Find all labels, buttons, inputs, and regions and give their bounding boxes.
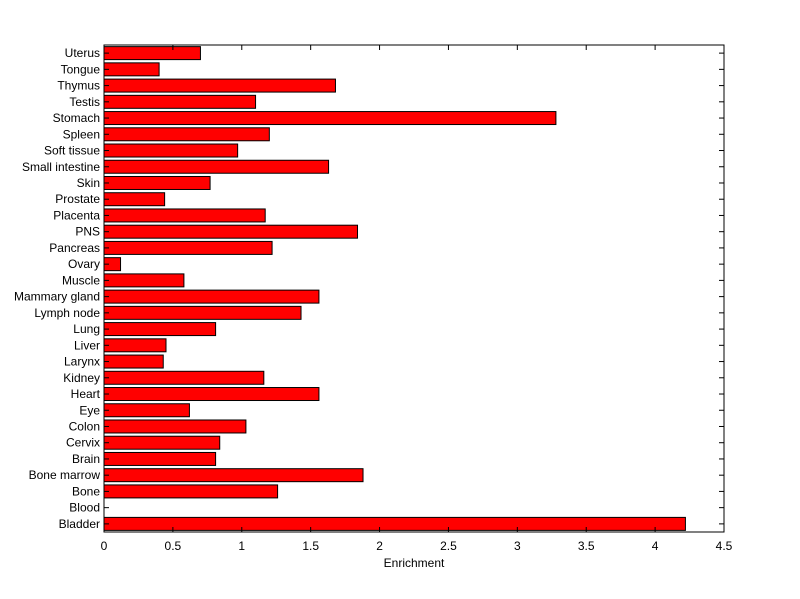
bar-bone-marrow: [103, 468, 364, 483]
bar-larynx: [103, 354, 164, 369]
bar-skin: [103, 175, 211, 190]
y-tick-label: Skin: [77, 176, 100, 190]
bar-muscle: [103, 273, 185, 288]
bar-placenta: [103, 208, 266, 223]
x-tick-label: 0: [101, 539, 108, 553]
x-tick-label: 4.5: [716, 539, 733, 553]
y-tick-label: Uterus: [65, 46, 100, 60]
y-tick-label: Ovary: [68, 257, 100, 271]
bar-prostate: [103, 192, 166, 207]
y-tick-label: Thymus: [57, 79, 100, 93]
y-tick-label: Soft tissue: [44, 144, 100, 158]
bar-bone: [103, 484, 279, 499]
x-tick-label: 2: [376, 539, 383, 553]
x-tick-label: 4: [652, 539, 659, 553]
y-tick-label: Larynx: [64, 355, 100, 369]
y-tick-label: Small intestine: [22, 160, 100, 174]
bar-testis: [103, 94, 257, 109]
x-tick-label: 3.5: [578, 539, 595, 553]
bar-pns: [103, 224, 359, 239]
bar-bladder: [103, 516, 686, 531]
bar-lymph-node: [103, 305, 302, 320]
bar-tongue: [103, 62, 160, 77]
y-tick-label: Bladder: [59, 517, 100, 531]
y-tick-label: Placenta: [53, 208, 100, 222]
x-tick-label: 3: [514, 539, 521, 553]
bars-group: [103, 46, 686, 531]
y-tick-label: Testis: [69, 95, 100, 109]
y-tick-label: Stomach: [53, 111, 100, 125]
bar-brain: [103, 451, 217, 466]
y-tick-label: Heart: [71, 387, 101, 401]
x-axis-label: Enrichment: [384, 556, 445, 570]
bar-uterus: [103, 46, 201, 61]
bar-spleen: [103, 127, 270, 142]
plot-area: [103, 44, 725, 533]
x-tick-label: 0.5: [165, 539, 182, 553]
y-tick-label: Pancreas: [49, 241, 100, 255]
x-axis: 0 0.5 1 1.5 2 2.5 3 3.5 4 4.5: [101, 45, 733, 553]
y-tick-label: Kidney: [63, 371, 100, 385]
y-tick-label: Blood: [69, 501, 100, 515]
y-tick-label: Bone: [72, 484, 100, 498]
y-tick-label: Mammary gland: [14, 290, 100, 304]
y-tick-label: Colon: [69, 419, 100, 433]
y-tick-label: Prostate: [55, 192, 100, 206]
bar-mammary-gland: [103, 289, 320, 304]
bar-kidney: [103, 370, 265, 385]
x-tick-label: 2.5: [440, 539, 457, 553]
y-axis: Bladder Blood Bone Bone marrow Brain Cervix Co…: [14, 46, 724, 531]
bar-colon: [103, 419, 247, 434]
y-tick-label: Eye: [79, 403, 100, 417]
bar-liver: [103, 338, 167, 353]
y-tick-label: Muscle: [62, 273, 100, 287]
bar-thymus: [103, 78, 336, 93]
bar-small-intestine: [103, 159, 330, 174]
bar-heart: [103, 387, 320, 402]
bar-pancreas: [103, 240, 273, 255]
y-tick-label: Cervix: [66, 436, 100, 450]
bar-cervix: [103, 435, 221, 450]
x-tick-label: 1: [238, 539, 245, 553]
y-tick-label: Brain: [72, 452, 100, 466]
bar-lung: [103, 322, 217, 337]
y-tick-label: Spleen: [63, 127, 100, 141]
y-tick-label: Lung: [73, 322, 100, 336]
y-tick-label: Bone marrow: [29, 468, 101, 482]
y-tick-label: Lymph node: [34, 306, 100, 320]
bar-soft-tissue: [103, 143, 239, 158]
x-tick-label: 1.5: [302, 539, 319, 553]
y-tick-label: Liver: [74, 338, 100, 352]
bar-eye: [103, 403, 190, 418]
bar-stomach: [103, 111, 557, 126]
y-tick-label: PNS: [75, 225, 100, 239]
y-tick-label: Tongue: [61, 62, 101, 76]
